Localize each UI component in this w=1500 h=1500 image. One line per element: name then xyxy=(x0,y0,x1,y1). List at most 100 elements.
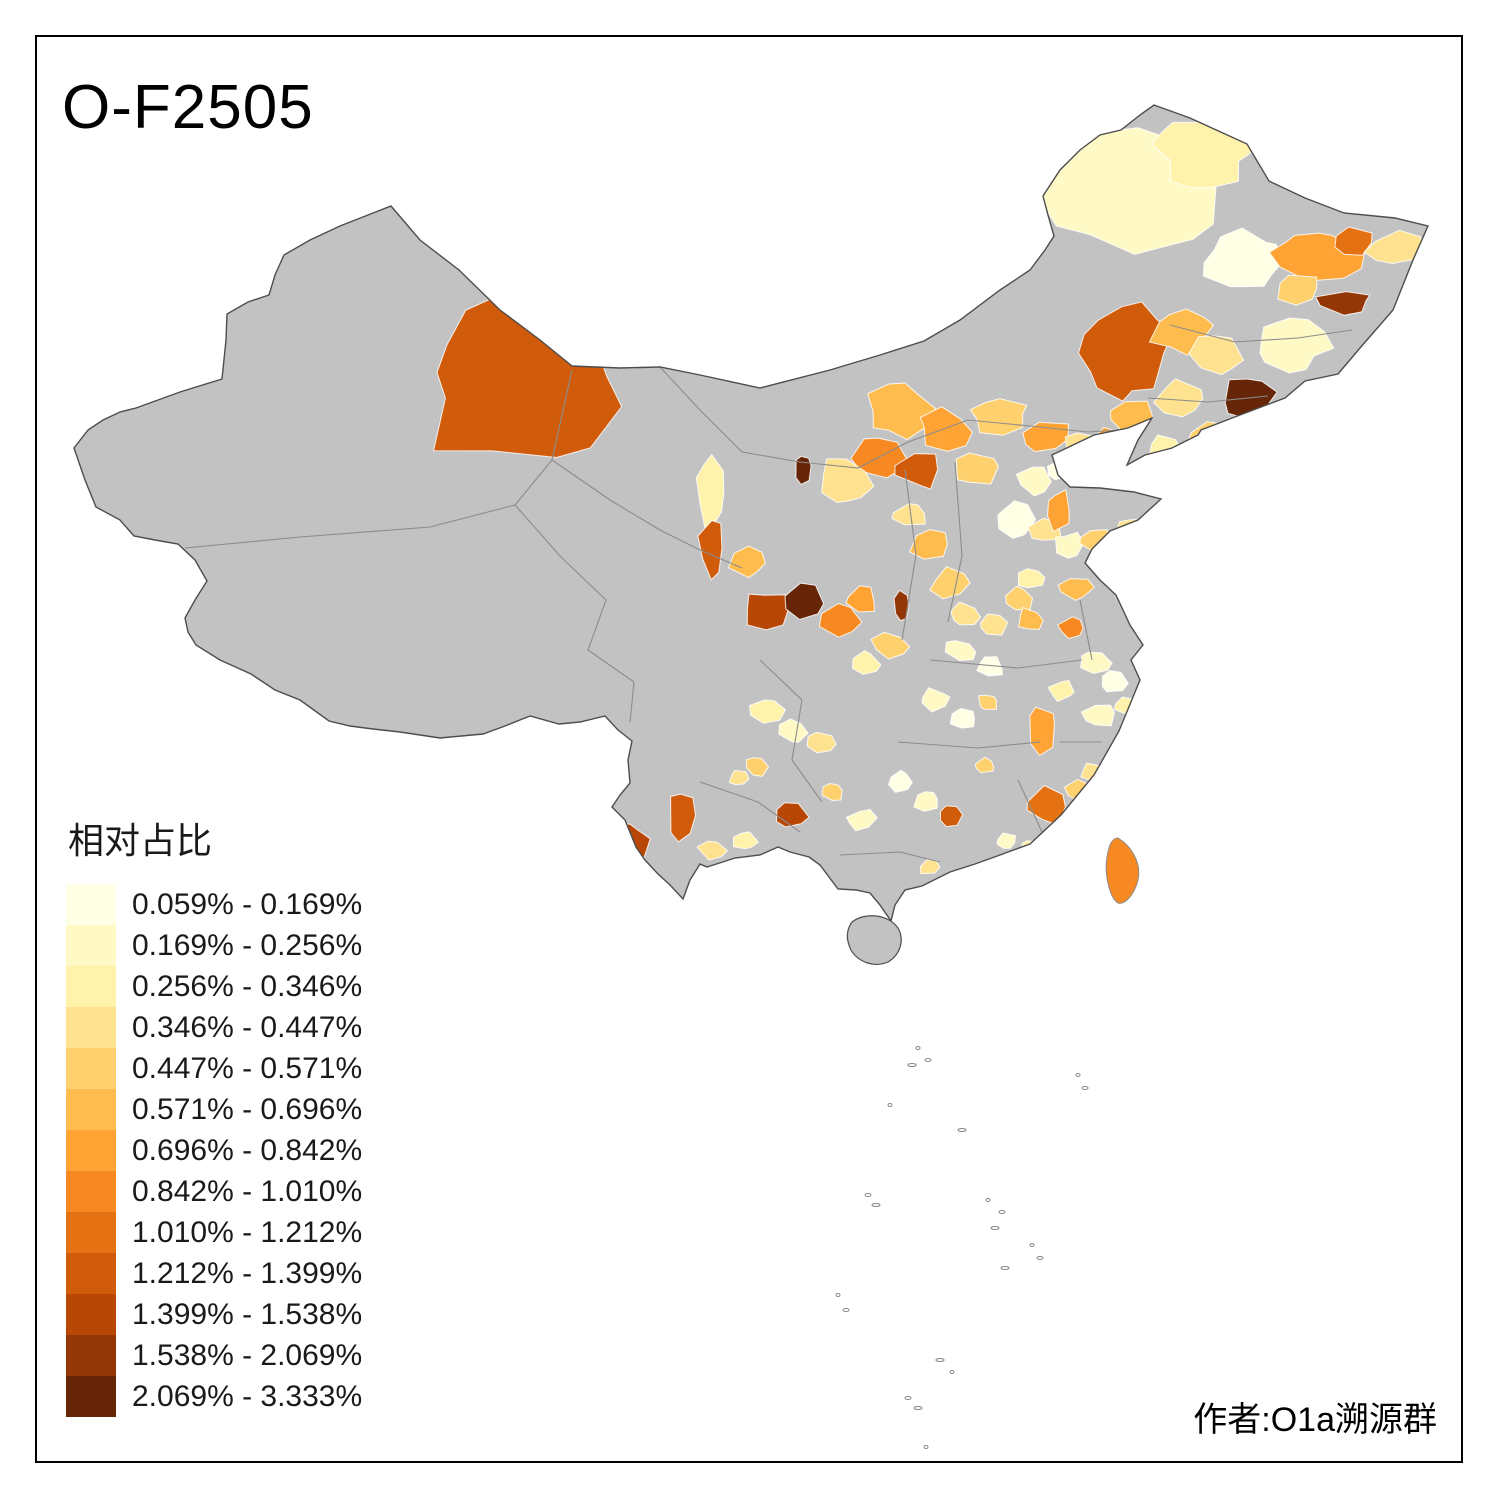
island-speck xyxy=(871,1203,881,1207)
legend-class-label: 0.346% - 0.447% xyxy=(132,1010,363,1044)
legend: 相对占比 0.059% - 0.169% 0.169% - 0.256% 0.256… xyxy=(66,812,362,1417)
map-region xyxy=(944,640,977,662)
legend-class-label: 0.842% - 1.010% xyxy=(132,1174,363,1208)
legend-class-row: 0.571% - 0.696% xyxy=(66,1089,362,1130)
map-region xyxy=(1202,227,1282,288)
map-region xyxy=(1114,518,1146,540)
island-speck xyxy=(1075,1073,1081,1077)
map-region xyxy=(974,756,995,774)
legend-class-label: 1.212% - 1.399% xyxy=(132,1256,363,1290)
map-region xyxy=(746,593,789,631)
island-speck xyxy=(949,1370,955,1374)
map-region xyxy=(1021,840,1046,861)
map-region xyxy=(845,585,875,613)
map-region xyxy=(728,769,750,786)
legend-class-row: 0.447% - 0.571% xyxy=(66,1048,362,1089)
legend-class-row: 0.169% - 0.256% xyxy=(66,925,362,966)
island-speck xyxy=(1081,1086,1089,1090)
map-region xyxy=(778,718,809,743)
map-region xyxy=(921,687,951,713)
island-speck xyxy=(990,1226,1000,1230)
legend-class-row: 2.069% - 3.333% xyxy=(66,1376,362,1417)
legend-class-row: 0.346% - 0.447% xyxy=(66,1007,362,1048)
island-speck xyxy=(998,1210,1006,1214)
map-region xyxy=(887,769,913,793)
legend-class-label: 0.256% - 0.346% xyxy=(132,969,363,1003)
map-region xyxy=(870,631,911,660)
map-region xyxy=(976,656,1003,677)
map-region xyxy=(845,808,878,832)
province-borders-layer xyxy=(184,324,1353,863)
map-region xyxy=(1018,607,1044,631)
map-region xyxy=(1015,466,1052,497)
legend-class-label: 1.538% - 2.069% xyxy=(132,1338,363,1372)
map-region xyxy=(929,565,971,600)
map-region xyxy=(1080,704,1115,727)
map-region xyxy=(1314,291,1371,316)
map-region xyxy=(913,791,938,812)
legend-class-label: 0.696% - 0.842% xyxy=(132,1133,363,1167)
legend-color-swatch xyxy=(66,1376,116,1417)
map-region xyxy=(1057,616,1084,640)
island-speck xyxy=(957,1128,967,1132)
legend-class-row: 1.212% - 1.399% xyxy=(66,1253,362,1294)
legend-class-label: 0.169% - 0.256% xyxy=(132,928,363,962)
legend-color-swatch xyxy=(66,1335,116,1376)
map-region xyxy=(697,519,723,581)
map-region xyxy=(818,602,863,638)
map-region xyxy=(1017,568,1046,589)
legend-color-swatch xyxy=(66,1048,116,1089)
map-region xyxy=(867,382,937,441)
island-speck xyxy=(1036,1256,1044,1260)
legend-class-row: 0.256% - 0.346% xyxy=(66,966,362,1007)
map-region xyxy=(1138,532,1158,550)
legend-color-swatch xyxy=(66,1212,116,1253)
island-speck xyxy=(842,1308,850,1312)
map-region xyxy=(777,864,802,882)
island-speck xyxy=(985,1198,991,1202)
island-speck xyxy=(915,1046,921,1050)
map-region xyxy=(997,500,1037,539)
legend-class-label: 1.010% - 1.212% xyxy=(132,1215,363,1249)
map-region xyxy=(851,650,882,675)
island-speck xyxy=(907,1063,917,1067)
legend-color-swatch xyxy=(66,966,116,1007)
island-speck xyxy=(913,1406,923,1410)
legend-color-swatch xyxy=(66,925,116,966)
map-region xyxy=(1047,488,1070,533)
map-region xyxy=(996,832,1017,850)
legend-class-label: 2.069% - 3.333% xyxy=(132,1379,363,1413)
map-region xyxy=(1334,226,1373,256)
legend-color-swatch xyxy=(66,884,116,925)
map-region xyxy=(795,455,812,486)
legend-class-row: 0.059% - 0.169% xyxy=(66,884,362,925)
island-speck xyxy=(923,1445,929,1449)
map-region xyxy=(1188,335,1245,376)
map-region xyxy=(1022,421,1070,453)
map-region xyxy=(695,453,725,529)
map-region xyxy=(980,613,1009,636)
island-speck xyxy=(864,1193,872,1197)
south-china-sea-islands xyxy=(835,1046,1089,1449)
legend-color-swatch xyxy=(66,1089,116,1130)
map-region xyxy=(978,694,998,710)
legend-color-swatch xyxy=(66,1171,116,1212)
legend-class-label: 1.399% - 1.538% xyxy=(132,1297,363,1331)
map-region xyxy=(891,503,926,526)
map-region xyxy=(1152,378,1204,418)
legend-class-row: 1.010% - 1.212% xyxy=(66,1212,362,1253)
island-speck xyxy=(924,1058,932,1062)
plot-title: O-F2505 xyxy=(62,73,314,142)
map-region xyxy=(1029,706,1055,757)
taiwan-island xyxy=(1105,837,1140,904)
map-region xyxy=(969,398,1028,436)
map-region xyxy=(919,406,973,452)
legend-items: 0.059% - 0.169% 0.169% - 0.256% 0.256% - 0… xyxy=(66,884,362,1417)
legend-class-row: 1.399% - 1.538% xyxy=(66,1294,362,1335)
legend-color-swatch xyxy=(66,1294,116,1335)
map-region xyxy=(1101,669,1129,693)
legend-title: 相对占比 xyxy=(68,820,213,861)
legend-class-label: 0.059% - 0.169% xyxy=(132,887,363,921)
map-region xyxy=(745,757,770,777)
map-region xyxy=(908,528,948,560)
